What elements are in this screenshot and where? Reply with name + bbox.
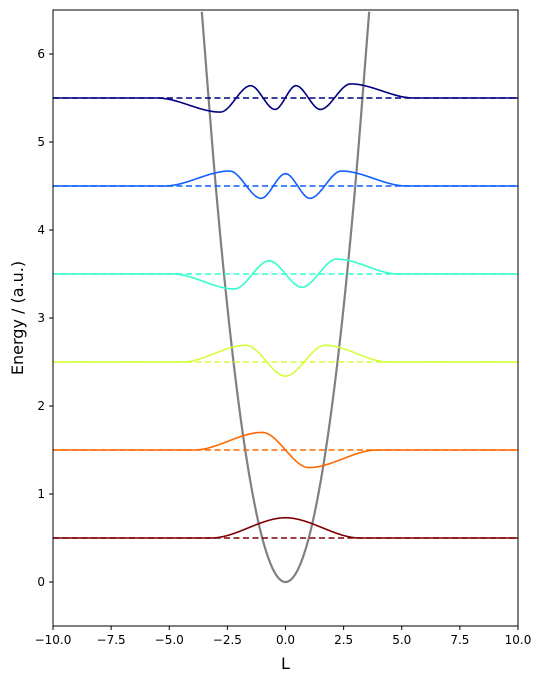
x-tick-label: 0.0: [276, 633, 295, 647]
y-tick-label: 3: [37, 311, 45, 325]
plot-area: [53, 10, 518, 626]
y-tick-label: 5: [37, 135, 45, 149]
wavefunction-curve: [53, 258, 518, 290]
y-tick-label: 6: [37, 47, 45, 61]
potential-curve: [200, 11, 371, 584]
x-tick-label: −5.0: [155, 633, 184, 647]
x-tick-label: −2.5: [213, 633, 242, 647]
wavefunction-curve: [53, 516, 518, 539]
x-axis-label: L: [281, 654, 290, 673]
x-tick-label: 7.5: [450, 633, 469, 647]
wavefunction-curve: [53, 83, 518, 113]
y-tick-label: 2: [37, 399, 45, 413]
wavefunction-curve: [53, 344, 518, 377]
x-tick-label: 2.5: [334, 633, 353, 647]
wavefunction-curve: [53, 431, 518, 469]
x-tick-label: −10.0: [35, 633, 72, 647]
x-tick-label: 5.0: [392, 633, 411, 647]
y-axis-label: Energy / (a.u.): [8, 261, 27, 375]
wavefunction-curve: [53, 170, 518, 200]
x-tick-label: −7.5: [97, 633, 126, 647]
y-tick-label: 1: [37, 487, 45, 501]
y-tick-label: 4: [37, 223, 45, 237]
y-tick-label: 0: [37, 575, 45, 589]
x-tick-label: 10.0: [505, 633, 532, 647]
